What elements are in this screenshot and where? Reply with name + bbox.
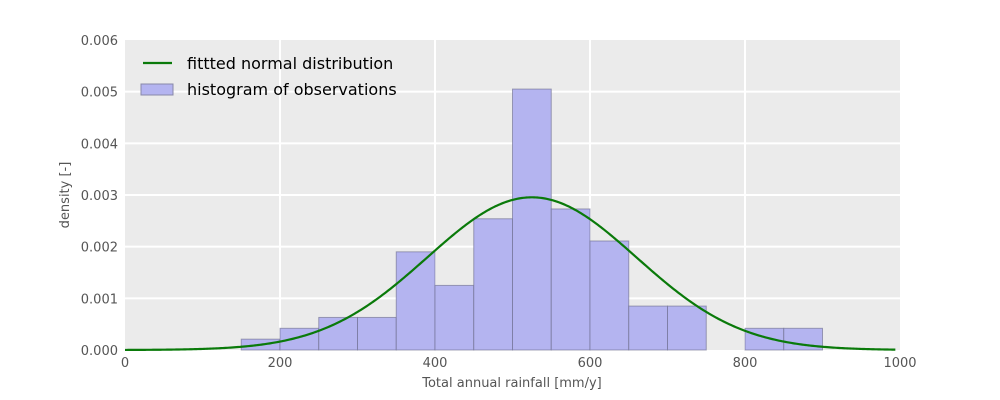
fitted-normal-curve: [125, 196, 896, 352]
histogram-bar: [550, 208, 591, 351]
legend: fittted normal distribution histogram of…: [140, 54, 397, 99]
legend-label-histogram: histogram of observations: [187, 80, 397, 99]
y-tick-label: 0.004: [81, 137, 118, 152]
histogram-bar: [589, 240, 630, 351]
x-tick-label: 600: [578, 356, 603, 371]
y-tick-label: 0.001: [81, 292, 118, 307]
histogram-bar: [667, 305, 707, 351]
histogram-bar: [357, 316, 397, 351]
histogram-bar: [512, 88, 552, 351]
y-tick-label: 0.000: [81, 344, 118, 359]
histogram-bar: [783, 327, 823, 351]
histogram-bar: [628, 305, 668, 351]
histogram-bar: [434, 284, 475, 351]
y-tick-label: 0.002: [81, 241, 118, 256]
histogram-bar: [473, 218, 513, 351]
x-tick-label: 400: [423, 356, 448, 371]
x-tick-label: 1000: [883, 356, 916, 371]
histogram-bar: [744, 327, 785, 351]
x-tick-label: 200: [268, 356, 293, 371]
histogram-bar: [279, 327, 320, 351]
x-axis-label: Total annual rainfall [mm/y]: [421, 376, 602, 391]
y-tick-labels: 0.000 0.001 0.002 0.003 0.004 0.005 0.006: [81, 34, 118, 359]
legend-label-fit: fittted normal distribution: [187, 54, 393, 73]
y-tick-label: 0.005: [81, 86, 118, 101]
y-axis-label: density [-]: [58, 162, 73, 229]
x-tick-label: 0: [121, 356, 129, 371]
y-tick-label: 0.006: [81, 34, 118, 49]
x-tick-labels: 0 200 400 600 800 1000: [121, 356, 917, 371]
x-tick-label: 800: [733, 356, 758, 371]
histogram-bars: [240, 88, 823, 351]
legend-patch-swatch: [140, 83, 174, 96]
y-tick-label: 0.003: [81, 189, 118, 204]
